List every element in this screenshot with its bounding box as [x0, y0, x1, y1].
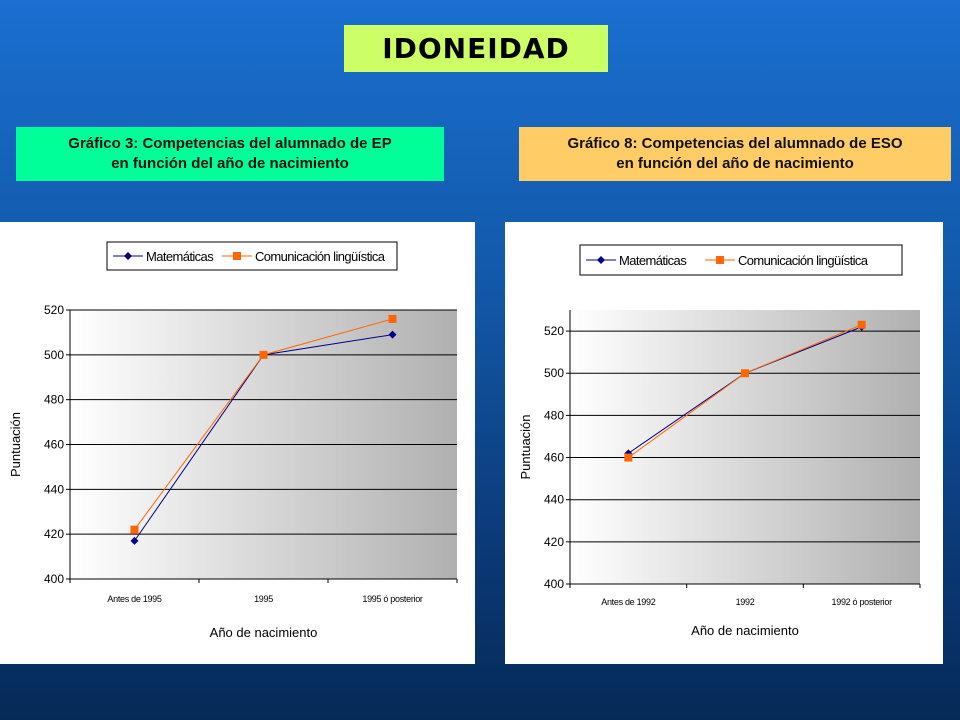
chart-panel-eso: 400 420 440 460 480 500 520 Antes de 1992 1992 19… — [505, 222, 943, 664]
page-title: IDONEIDAD — [344, 25, 608, 72]
y-tick-label: 400 — [44, 572, 64, 586]
legend-marker-matematicas — [124, 252, 132, 260]
legend-label: Comunicación lingüística — [738, 253, 869, 268]
x-tick-label: 1992 — [736, 597, 755, 607]
x-tick-label: Antes de 1992 — [601, 597, 655, 607]
data-point-comunicacion — [259, 350, 268, 359]
x-tick-label: 1995 — [254, 594, 273, 604]
y-tick-label: 500 — [44, 348, 64, 362]
y-axis-label: Puntuación — [8, 412, 23, 477]
y-tick-label: 400 — [544, 577, 564, 591]
legend-label: Comunicación lingüística — [255, 249, 386, 264]
caption-line-1: Gráfico 8: Competencias del alumnado de … — [567, 135, 903, 152]
y-tick-label: 500 — [544, 366, 564, 380]
data-point-comunicacion — [624, 453, 633, 462]
y-tick-label: 420 — [44, 527, 64, 541]
y-tick-label: 480 — [544, 408, 564, 422]
chart-caption-ep: Gráfico 3: Competencias del alumnado de … — [16, 127, 444, 181]
plot-area — [570, 310, 920, 584]
y-tick-label: 440 — [544, 493, 564, 507]
chart-caption-eso: Gráfico 8: Competencias del alumnado de … — [519, 127, 951, 181]
y-tick-label: 520 — [544, 324, 564, 338]
y-axis-label: Puntuación — [518, 414, 533, 479]
caption-line-2: en función del año de nacimiento — [616, 155, 854, 172]
x-tick-label: 1995 ó posterior — [362, 594, 423, 604]
y-tick-label: 460 — [544, 451, 564, 465]
data-point-comunicacion — [741, 369, 749, 378]
chart-ep: 400 420 440 460 480 500 520 Antes de 1995 1995 19… — [8, 241, 458, 640]
x-axis-label: Año de nacimiento — [691, 623, 799, 638]
y-tick-label: 460 — [44, 438, 64, 452]
data-point-comunicacion — [388, 314, 397, 323]
legend-label: Matemáticas — [146, 249, 214, 264]
y-tick-label: 420 — [544, 535, 564, 549]
y-tick-label: 440 — [44, 482, 64, 496]
legend-marker-comunicacion — [716, 256, 724, 264]
data-point-comunicacion — [130, 525, 139, 534]
x-axis-label: Año de nacimiento — [210, 625, 318, 640]
chart-eso: 400 420 440 460 480 500 520 Antes de 1992 1992 19… — [518, 244, 921, 638]
data-point-matematicas — [388, 330, 397, 339]
legend-box — [579, 244, 903, 276]
caption-line-2: en función del año de nacimiento — [111, 155, 349, 172]
y-tick-label: 480 — [44, 393, 64, 407]
legend-marker-matematicas — [597, 256, 605, 264]
legend-marker-comunicacion — [233, 252, 241, 260]
x-tick-label: Antes de 1995 — [107, 594, 161, 604]
chart-panel-ep: 400 420 440 460 480 500 520 Antes de 1995 1995 19… — [0, 222, 475, 664]
x-tick-label: 1992 ó posterior — [832, 597, 893, 607]
data-point-comunicacion — [857, 320, 866, 329]
legend-label: Matemáticas — [619, 253, 687, 268]
data-point-matematicas — [130, 536, 139, 545]
y-tick-label: 520 — [44, 303, 64, 317]
caption-line-1: Gráfico 3: Competencias del alumnado de … — [68, 135, 392, 152]
